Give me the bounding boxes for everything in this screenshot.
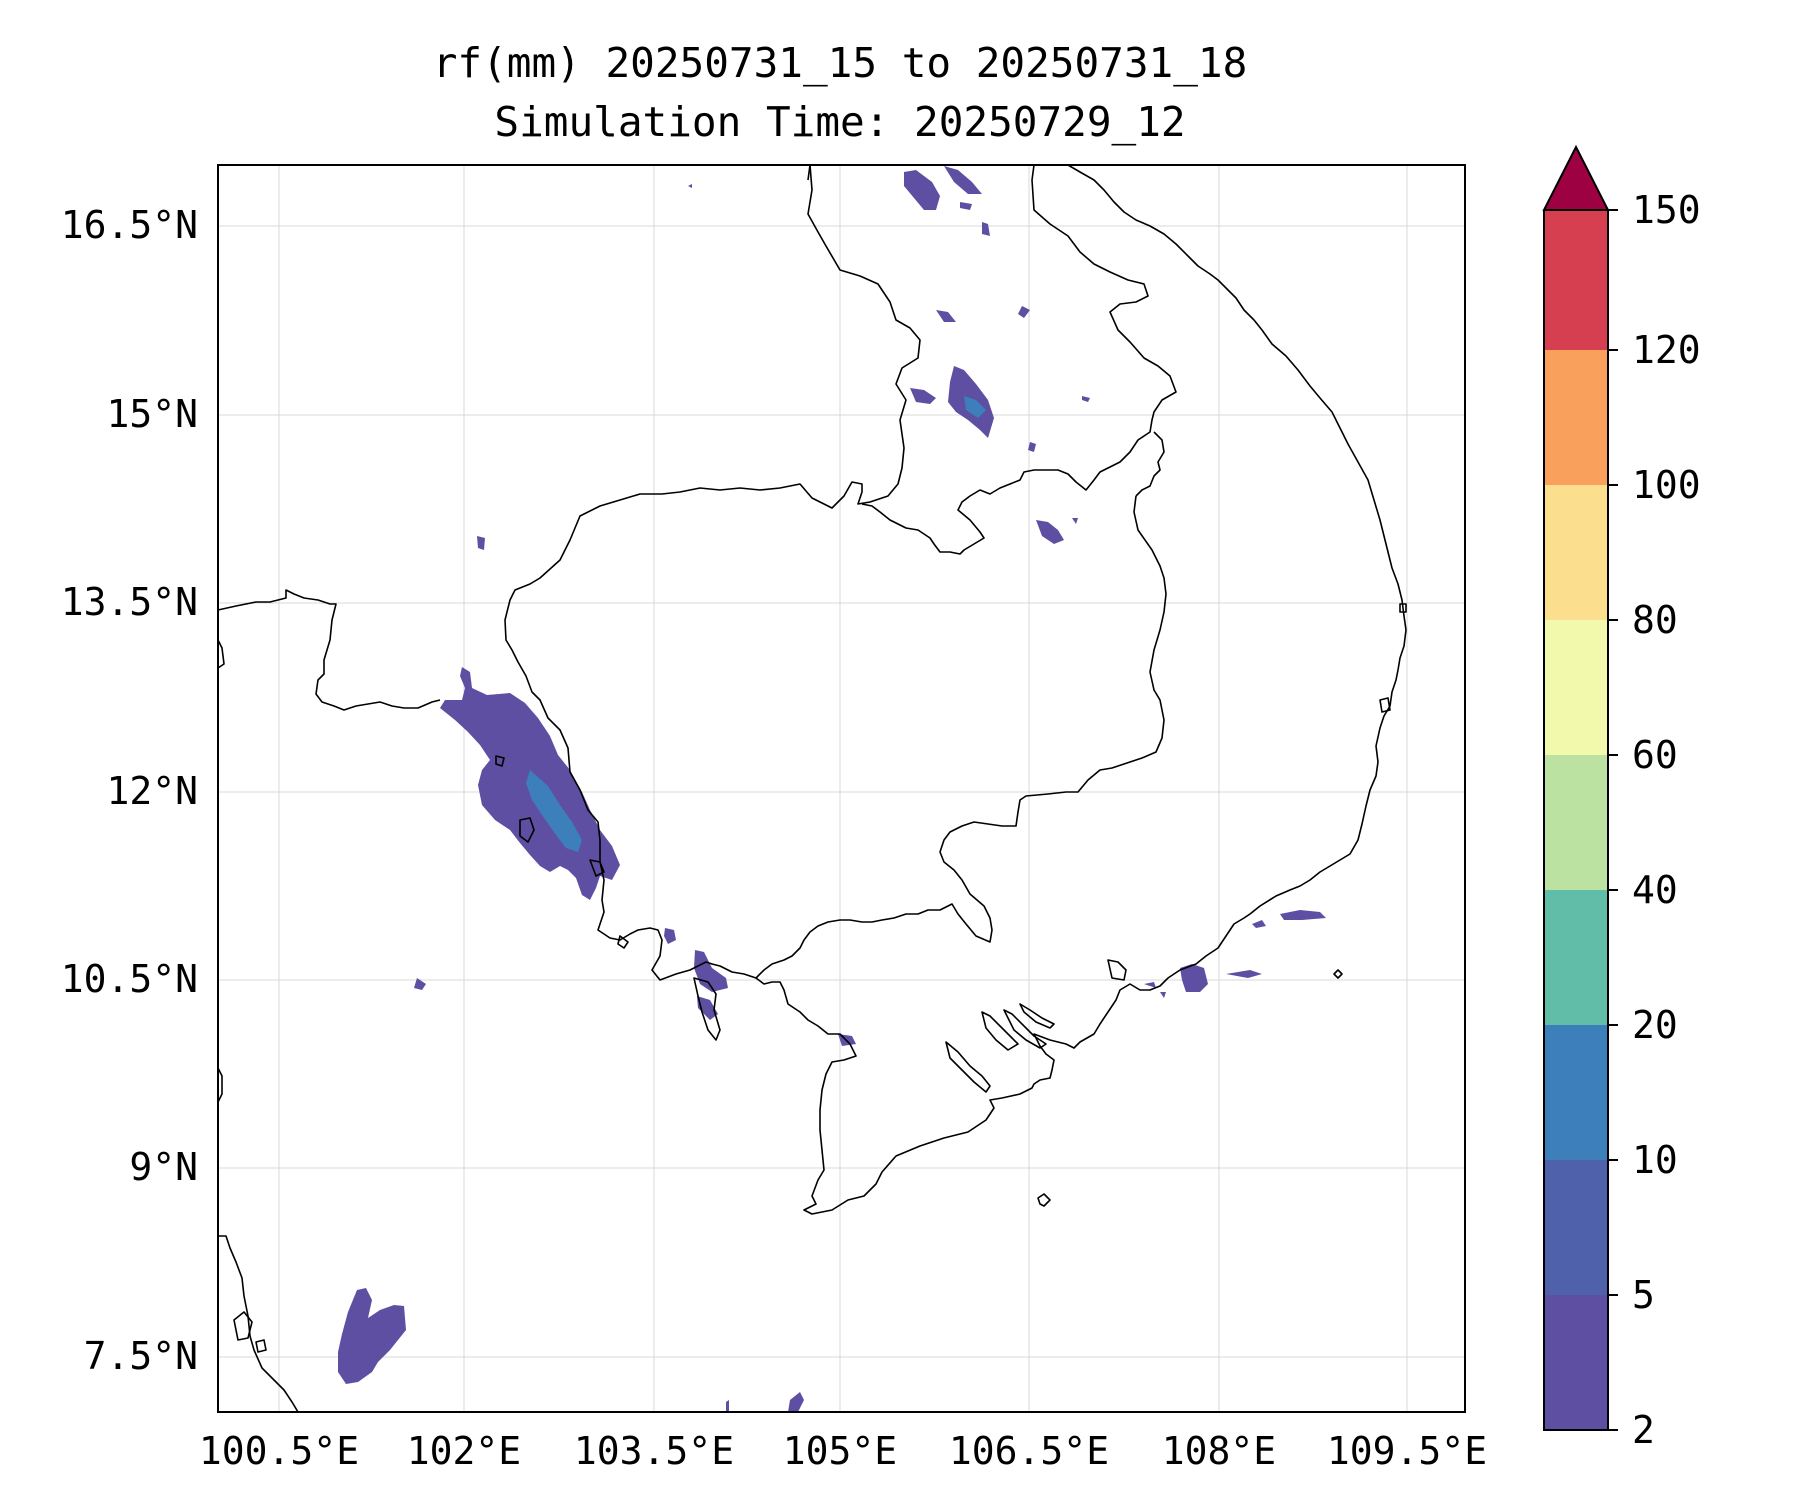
colorbar-extend-max-arrow — [1542, 144, 1610, 211]
y-axis-tick-labels: 16.5°N 15°N 13.5°N 12°N 10.5°N 9°N 7.5°N — [61, 203, 198, 1378]
gridlines — [218, 165, 1465, 1412]
y-tick-label: 10.5°N — [61, 957, 198, 1001]
y-tick-label: 9°N — [129, 1145, 198, 1189]
colorbar-label: 2 — [1632, 1408, 1655, 1452]
colorbar-label: 150 — [1632, 188, 1701, 232]
x-tick-label: 109.5°E — [1327, 1429, 1487, 1473]
colorbar-label: 5 — [1632, 1273, 1655, 1317]
colorbar-label: 60 — [1632, 733, 1678, 777]
y-tick-label: 12°N — [106, 769, 198, 813]
colorbar-ticks — [1608, 209, 1618, 1431]
y-tick-label: 7.5°N — [84, 1334, 198, 1378]
colorbar-segment-80-100 — [1544, 485, 1608, 620]
colorbar-label: 100 — [1632, 463, 1701, 507]
map-background — [218, 165, 1465, 1412]
rainfall-contours — [338, 166, 1326, 1412]
colorbar: 2 5 10 20 40 60 80 100 120 150 — [1542, 144, 1701, 1452]
colorbar-label: 10 — [1632, 1138, 1678, 1182]
map-frame — [217, 164, 1466, 1413]
x-tick-label: 103.5°E — [574, 1429, 734, 1473]
colorbar-label: 40 — [1632, 868, 1678, 912]
colorbar-label: 120 — [1632, 328, 1701, 372]
colorbar-segment-60-80 — [1544, 620, 1608, 755]
colorbar-segment-100-120 — [1544, 350, 1608, 485]
colorbar-segment-120-150 — [1544, 210, 1608, 350]
colorbar-segment-40-60 — [1544, 755, 1608, 890]
x-tick-label: 108°E — [1162, 1429, 1276, 1473]
colorbar-segment-20-40 — [1544, 890, 1608, 1025]
x-tick-label: 106.5°E — [949, 1429, 1109, 1473]
figure-title-line-1: rf(mm) 20250731_15 to 20250731_18 — [433, 39, 1248, 87]
y-tick-label: 15°N — [106, 392, 198, 436]
y-tick-label: 16.5°N — [61, 203, 198, 247]
colorbar-label: 80 — [1632, 598, 1678, 642]
x-tick-label: 105°E — [783, 1429, 897, 1473]
coastlines-and-borders — [217, 164, 1407, 1413]
x-tick-label: 102°E — [407, 1429, 521, 1473]
x-tick-label: 100.5°E — [199, 1429, 359, 1473]
figure-title-line-2: Simulation Time: 20250729_12 — [494, 98, 1185, 146]
colorbar-segment-5-10 — [1544, 1160, 1608, 1295]
colorbar-segment-2-5 — [1544, 1295, 1608, 1430]
colorbar-segment-10-20 — [1544, 1025, 1608, 1160]
y-tick-label: 13.5°N — [61, 580, 198, 624]
colorbar-label: 20 — [1632, 1003, 1678, 1047]
x-axis-tick-labels: 100.5°E 102°E 103.5°E 105°E 106.5°E 108°… — [199, 1429, 1487, 1473]
colorbar-outline — [1543, 210, 1609, 1431]
map-area — [217, 164, 1466, 1413]
